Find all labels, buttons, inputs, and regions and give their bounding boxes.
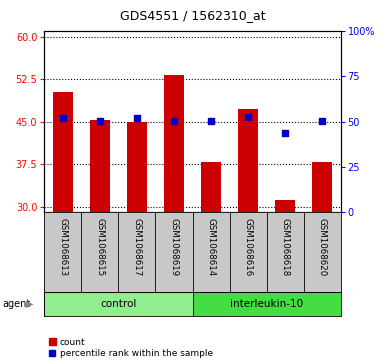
Text: GSM1068613: GSM1068613 [58, 218, 67, 276]
Bar [90, 121, 110, 212]
Text: GSM1068619: GSM1068619 [169, 218, 179, 276]
Text: GSM1068616: GSM1068616 [244, 218, 253, 276]
Bar [201, 163, 221, 212]
Bar [164, 75, 184, 212]
Point [60, 115, 66, 121]
Bar [312, 163, 332, 212]
Legend: count, percentile rank within the sample: count, percentile rank within the sample [49, 338, 213, 359]
Point [282, 130, 288, 136]
Point [171, 118, 177, 124]
Text: agent: agent [2, 299, 30, 309]
Point [245, 114, 251, 120]
Text: control: control [100, 299, 137, 309]
Bar [53, 92, 73, 212]
Point [97, 118, 103, 123]
Bar [238, 109, 258, 212]
Bar [275, 200, 295, 212]
Point [134, 115, 140, 121]
Text: GSM1068614: GSM1068614 [206, 218, 216, 276]
Bar [192, 292, 341, 316]
Bar [44, 292, 192, 316]
Text: GDS4551 / 1562310_at: GDS4551 / 1562310_at [120, 9, 265, 22]
Text: GSM1068615: GSM1068615 [95, 218, 104, 276]
Text: GSM1068620: GSM1068620 [318, 218, 327, 276]
Point [208, 118, 214, 124]
Bar [127, 122, 147, 212]
Text: ▶: ▶ [26, 299, 33, 309]
Text: GSM1068618: GSM1068618 [281, 218, 290, 276]
Point [319, 118, 325, 124]
Text: interleukin-10: interleukin-10 [230, 299, 303, 309]
Text: GSM1068617: GSM1068617 [132, 218, 141, 276]
